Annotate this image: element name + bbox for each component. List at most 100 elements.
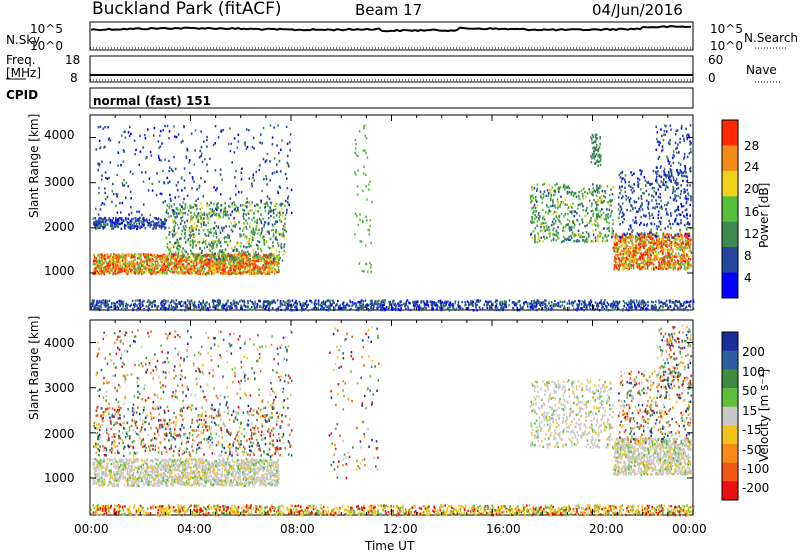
- power-echo: [125, 271, 128, 274]
- power-echo: [182, 247, 184, 250]
- power-echo: [658, 306, 661, 310]
- power-echo: [175, 184, 178, 187]
- power-echo: [613, 303, 616, 306]
- power-echo: [157, 305, 160, 308]
- power-echo: [189, 229, 192, 232]
- power-echo: [234, 221, 236, 224]
- power-echo: [232, 256, 234, 259]
- power-echo: [202, 238, 205, 241]
- power-echo: [97, 301, 100, 305]
- power-echo: [319, 303, 322, 306]
- power-echo: [596, 238, 598, 242]
- power-echo: [555, 215, 558, 218]
- power-echo: [157, 154, 160, 158]
- power-echo: [163, 227, 166, 230]
- power-echo: [203, 270, 205, 273]
- power-echo: [154, 300, 157, 303]
- power-echo: [536, 220, 539, 223]
- power-echo: [230, 272, 233, 275]
- power-echo: [266, 272, 269, 275]
- power-echo: [594, 236, 597, 239]
- power-echo: [435, 302, 437, 305]
- power-echo: [172, 169, 174, 173]
- power-echo: [219, 193, 222, 196]
- power-echo: [572, 221, 574, 224]
- power-echo: [629, 306, 631, 309]
- power-echo: [172, 254, 175, 257]
- power-echo: [606, 227, 609, 230]
- power-echo: [198, 156, 201, 159]
- power-echo: [638, 247, 640, 250]
- power-echo: [183, 309, 186, 312]
- power-echo: [278, 233, 281, 236]
- power-echo: [161, 304, 163, 307]
- power-echo: [397, 307, 399, 310]
- power-echo: [592, 214, 594, 217]
- power-echo: [358, 307, 361, 311]
- power-echo: [133, 254, 135, 258]
- station-title: Buckland Park (fitACF): [92, 0, 282, 19]
- power-echo: [96, 264, 99, 268]
- power-echo: [216, 267, 218, 270]
- power-echo: [173, 125, 175, 128]
- power-echo: [126, 306, 128, 309]
- power-echo: [260, 221, 263, 224]
- power-echo: [207, 308, 210, 312]
- power-echo: [534, 227, 537, 230]
- power-echo: [538, 217, 540, 220]
- power-echo: [115, 192, 118, 196]
- power-echo: [161, 300, 163, 303]
- power-echo: [578, 223, 581, 226]
- power-echo: [587, 212, 589, 215]
- power-echo: [501, 306, 504, 309]
- power-echo: [576, 309, 579, 312]
- power-echo: [153, 222, 155, 225]
- power-echo: [369, 219, 372, 222]
- power-echo: [537, 299, 539, 303]
- power-echo: [117, 306, 120, 310]
- power-echo: [174, 224, 176, 228]
- power-echo: [610, 308, 612, 312]
- power-echo: [241, 249, 243, 253]
- power-echo: [543, 235, 545, 239]
- power-echo: [464, 301, 466, 304]
- power-echo: [177, 251, 180, 254]
- power-echo: [364, 149, 366, 152]
- power-echo: [214, 306, 216, 310]
- power-echo: [155, 217, 158, 220]
- power-echo: [183, 264, 186, 268]
- power-echo: [240, 171, 243, 174]
- power-echo: [246, 245, 248, 249]
- power-echo: [246, 197, 248, 200]
- power-echo: [114, 269, 117, 272]
- power-echo: [207, 229, 209, 232]
- power-echo: [472, 301, 475, 304]
- power-echo: [213, 241, 216, 244]
- power-echo: [508, 304, 510, 307]
- power-echo: [285, 301, 288, 305]
- power-echo: [261, 142, 263, 145]
- power-echo: [270, 265, 273, 268]
- power-echo: [159, 145, 162, 148]
- power-echo: [597, 199, 599, 203]
- power-echo: [233, 203, 236, 207]
- power-echo: [685, 305, 688, 308]
- power-echo: [134, 225, 136, 228]
- power-echo: [188, 209, 190, 212]
- power-echo: [96, 270, 98, 273]
- power-echo: [270, 209, 273, 212]
- power-echo: [265, 305, 268, 308]
- power-echo: [245, 259, 248, 262]
- power-echo: [247, 300, 249, 303]
- power-echo: [286, 208, 288, 212]
- power-echo: [608, 221, 610, 225]
- power-echo: [513, 303, 516, 307]
- power-echo: [124, 308, 127, 311]
- power-echo: [383, 307, 386, 310]
- power-echo: [237, 302, 239, 305]
- power-echo: [108, 261, 111, 265]
- power-echo: [160, 303, 162, 306]
- power-echo: [224, 202, 226, 205]
- power-echo: [169, 260, 172, 264]
- power-echo: [194, 240, 196, 243]
